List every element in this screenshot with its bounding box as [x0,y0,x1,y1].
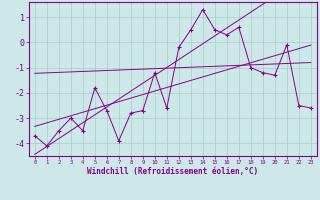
X-axis label: Windchill (Refroidissement éolien,°C): Windchill (Refroidissement éolien,°C) [87,167,258,176]
